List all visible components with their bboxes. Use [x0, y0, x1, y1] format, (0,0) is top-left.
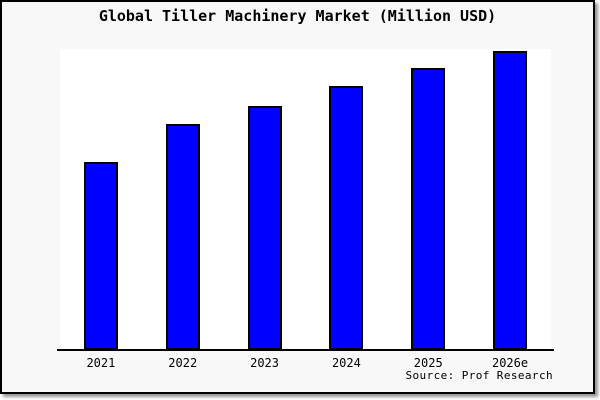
bar-2026e: [493, 51, 527, 350]
chart-title: Global Tiller Machinery Market (Million …: [98, 7, 497, 25]
x-tick-label-2024: 2024: [331, 356, 361, 370]
chart-figure: Global Tiller Machinery Market (Million …: [0, 0, 595, 394]
x-tick-label-2022: 2022: [168, 356, 198, 370]
x-tick-label-2023: 2023: [250, 356, 280, 370]
bar-2021: [84, 162, 118, 350]
x-axis-line: [57, 349, 554, 351]
x-tick-label-2026e: 2026e: [491, 356, 529, 370]
x-tick-label-2025: 2025: [413, 356, 443, 370]
plot-area: [60, 49, 551, 350]
bar-2025: [411, 68, 445, 350]
bar-2022: [166, 124, 200, 350]
bar-2024: [329, 86, 363, 350]
x-tick-label-2021: 2021: [86, 356, 116, 370]
x-tick-labels: 2021 2022 2023 2024 2025 2026e: [60, 356, 551, 370]
bar-2023: [248, 106, 282, 350]
source-credit: Source: Prof Research: [405, 369, 553, 382]
